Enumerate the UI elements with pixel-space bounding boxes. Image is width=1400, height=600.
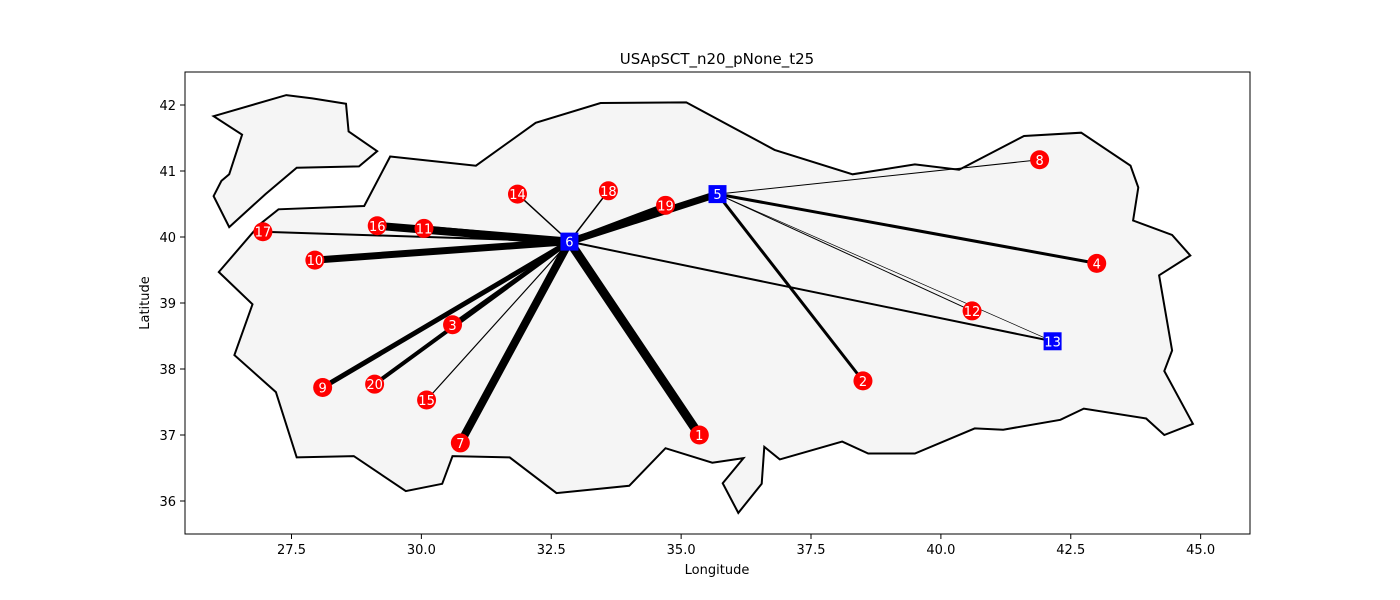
node-label-9: 9: [319, 381, 327, 396]
edge-6-17: [262, 230, 570, 243]
node-label-19: 19: [657, 199, 674, 214]
x-tick-label-8: 45.0: [1186, 543, 1215, 558]
node-label-5: 5: [713, 188, 721, 203]
hub-marker-5: [708, 185, 727, 204]
customer-marker-10: [305, 250, 325, 270]
y-axis-label: Latitude: [138, 276, 153, 330]
x-tick-label-4: 35.0: [667, 543, 696, 558]
customer-marker-20: [365, 374, 385, 394]
region-polygon-2: [217, 101, 1195, 515]
flow-edges: [262, 159, 1098, 445]
chart-title: USApSCT_n20_pNone_t25: [620, 50, 814, 69]
node-label-10: 10: [307, 254, 324, 269]
node-label-6: 6: [565, 236, 573, 251]
customer-marker-15: [417, 390, 437, 410]
edge-5-2: [716, 193, 865, 382]
region-polygon-1: [211, 94, 379, 229]
node-label-8: 8: [1035, 154, 1043, 169]
node-label-2: 2: [859, 375, 867, 390]
customer-marker-12: [962, 301, 982, 321]
node-label-16: 16: [369, 220, 386, 235]
x-axis: 27.5 30.0 32.5 35.0 37.5 40.0 42.5 45.0: [277, 534, 1215, 558]
node-label-15: 15: [418, 394, 435, 409]
customer-marker-7: [450, 433, 470, 453]
customer-marker-18: [598, 181, 618, 201]
node-label-3: 3: [448, 319, 456, 334]
y-tick-label-7: 42: [159, 99, 176, 114]
customer-marker-16: [367, 216, 387, 236]
customer-marker-8: [1030, 150, 1050, 170]
edge-6-11: [423, 225, 570, 245]
edge-6-13: [569, 240, 1053, 343]
edge-6-10: [314, 238, 570, 264]
x-tick-label-6: 40.0: [926, 543, 955, 558]
customer-marker-9: [313, 377, 333, 397]
customer-marker-2: [853, 371, 873, 391]
y-tick-label-6: 41: [159, 165, 176, 180]
x-tick-label-3: 32.5: [537, 543, 566, 558]
edge-6-1: [565, 239, 704, 438]
customer-marker-14: [507, 184, 527, 204]
y-tick-label-5: 40: [159, 231, 176, 246]
y-tick-label-4: 39: [159, 297, 176, 312]
edge-5-13: [717, 193, 1053, 342]
edge-5-12: [717, 193, 973, 312]
y-axis: 36 37 38 39 40 41 42: [159, 99, 185, 510]
node-label-13: 13: [1044, 335, 1061, 350]
customer-marker-1: [689, 425, 709, 445]
edge-6-20: [373, 240, 571, 386]
land-regions: [211, 94, 1195, 515]
hub-marker-13: [1043, 332, 1062, 351]
edge-6-5: [568, 190, 719, 245]
x-tick-label-2: 30.0: [407, 543, 436, 558]
hub-marker-6: [560, 232, 579, 251]
node-label-18: 18: [600, 185, 617, 200]
node-label-20: 20: [366, 378, 383, 393]
customer-marker-11: [414, 218, 434, 238]
x-tick-label-7: 42.5: [1056, 543, 1085, 558]
edge-6-7: [456, 239, 573, 445]
y-tick-label-1: 36: [159, 495, 176, 510]
y-tick-label-2: 37: [159, 429, 176, 444]
edge-6-9: [321, 239, 571, 390]
customer-marker-19: [656, 195, 676, 215]
node-label-11: 11: [416, 222, 433, 237]
x-tick-label-5: 37.5: [797, 543, 826, 558]
customer-marker-17: [253, 222, 273, 242]
edge-5-8: [717, 159, 1040, 195]
customer-marker-4: [1087, 253, 1107, 273]
y-tick-label-3: 38: [159, 363, 176, 378]
node-label-4: 4: [1093, 257, 1101, 272]
node-label-1: 1: [695, 429, 703, 444]
node-label-7: 7: [456, 437, 464, 452]
x-tick-label-1: 27.5: [277, 543, 306, 558]
node-label-14: 14: [509, 188, 526, 203]
node-label-12: 12: [964, 305, 981, 320]
x-axis-label: Longitude: [685, 563, 750, 578]
edge-5-4: [717, 192, 1098, 265]
customer-marker-3: [443, 315, 463, 335]
node-label-17: 17: [255, 226, 272, 241]
edge-6-15: [426, 241, 570, 401]
